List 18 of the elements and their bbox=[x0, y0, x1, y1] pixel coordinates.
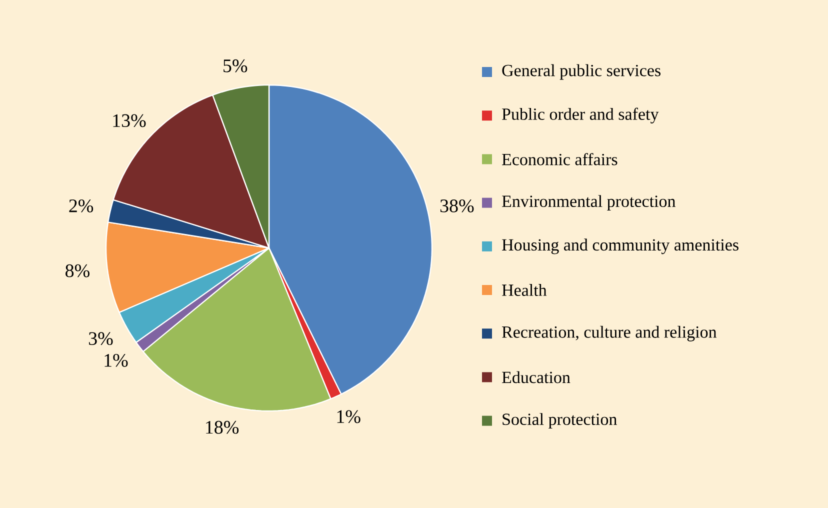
legend-label: Health bbox=[502, 284, 547, 296]
legend-label: Public order and safety bbox=[502, 108, 659, 124]
data-label: 1% bbox=[104, 354, 128, 367]
legend-label: Education bbox=[502, 371, 570, 384]
legend-label: General public services bbox=[502, 64, 660, 80]
data-label: 13% bbox=[113, 114, 146, 128]
legend-label: Housing and community amenities bbox=[502, 238, 738, 254]
data-label: 2% bbox=[69, 199, 94, 212]
data-label: 1% bbox=[337, 410, 360, 424]
data-label: 5% bbox=[224, 59, 248, 72]
legend-label: Economic affairs bbox=[502, 153, 618, 166]
data-label: 8% bbox=[66, 264, 90, 278]
data-label: 18% bbox=[206, 420, 239, 434]
legend-label: Recreation, culture and religion bbox=[502, 326, 717, 342]
legend-label: Environmental protection bbox=[502, 195, 676, 210]
data-label: 3% bbox=[88, 332, 113, 346]
data-label: 38% bbox=[440, 199, 474, 212]
legend-label: Social protection bbox=[502, 413, 617, 428]
